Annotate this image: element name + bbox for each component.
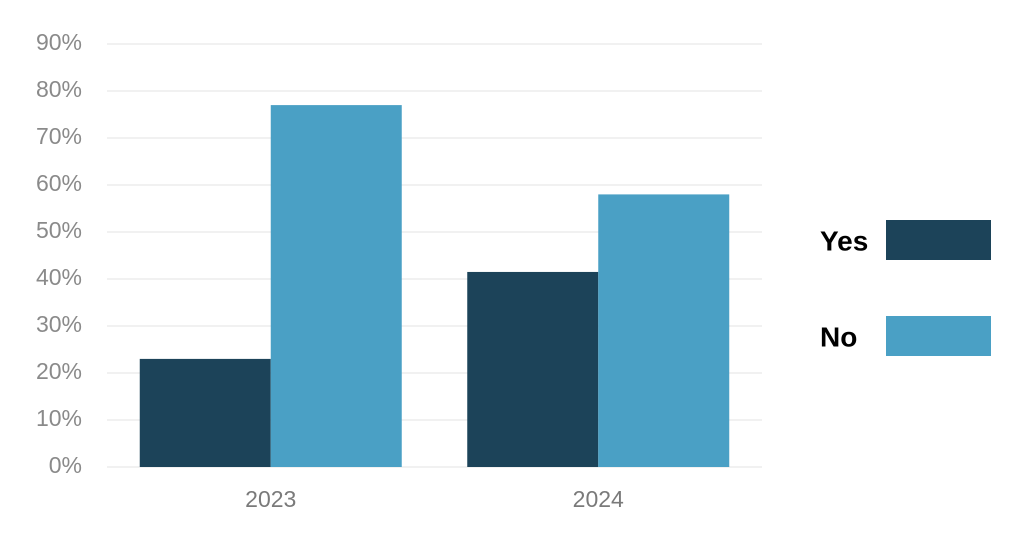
y-tick-label: 10% xyxy=(36,405,82,431)
x-tick-label: 2024 xyxy=(573,486,624,512)
y-tick-label: 20% xyxy=(36,358,82,384)
legend-label: Yes xyxy=(820,225,868,256)
bar xyxy=(270,105,402,467)
legend-swatch xyxy=(886,220,991,260)
y-tick-label: 50% xyxy=(36,217,82,243)
y-tick-label: 60% xyxy=(36,170,82,196)
y-tick-label: 80% xyxy=(36,76,82,102)
y-tick-label: 70% xyxy=(36,123,82,149)
y-tick-label: 90% xyxy=(36,29,82,55)
legend-label: No xyxy=(820,321,857,352)
y-tick-label: 30% xyxy=(36,311,82,337)
bar xyxy=(467,271,599,467)
bar xyxy=(598,194,730,467)
x-tick-label: 2023 xyxy=(245,486,296,512)
y-tick-label: 40% xyxy=(36,264,82,290)
y-tick-label: 0% xyxy=(49,452,82,478)
bar xyxy=(139,358,271,467)
legend-swatch xyxy=(886,316,991,356)
